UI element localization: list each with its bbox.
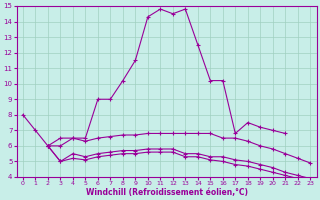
X-axis label: Windchill (Refroidissement éolien,°C): Windchill (Refroidissement éolien,°C): [85, 188, 248, 197]
